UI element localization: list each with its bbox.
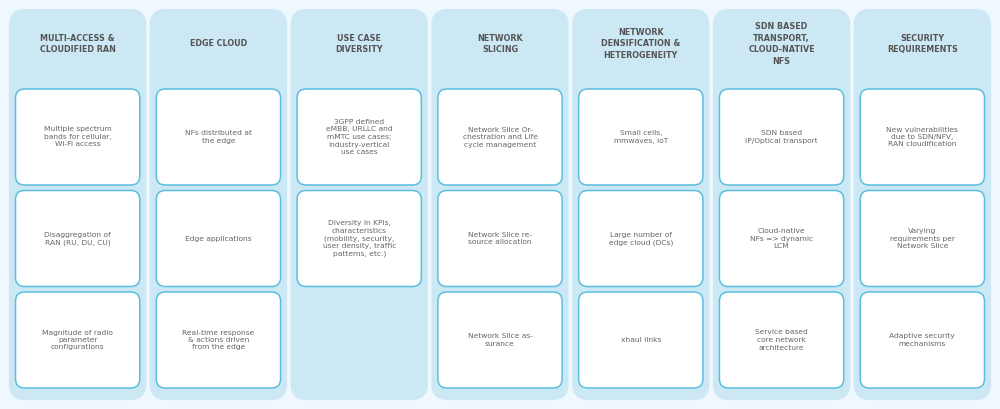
FancyBboxPatch shape (438, 89, 562, 185)
FancyBboxPatch shape (860, 89, 984, 185)
Text: Adaptive security
mechanisms: Adaptive security mechanisms (889, 333, 955, 347)
Text: Cloud-native
NFs => dynamic
LCM: Cloud-native NFs => dynamic LCM (750, 228, 813, 249)
FancyBboxPatch shape (16, 191, 140, 286)
FancyBboxPatch shape (16, 292, 140, 388)
FancyBboxPatch shape (156, 191, 281, 286)
Text: Small cells,
mmwaves, IoT: Small cells, mmwaves, IoT (614, 130, 668, 144)
Text: SECURITY
REQUIREMENTS: SECURITY REQUIREMENTS (887, 34, 958, 54)
Text: Real-time response
& actions driven
from the edge: Real-time response & actions driven from… (182, 330, 255, 351)
FancyBboxPatch shape (10, 10, 145, 399)
Text: Multiple spectrum
bands for cellular,
Wi-Fi access: Multiple spectrum bands for cellular, Wi… (44, 126, 112, 148)
Text: MULTI-ACCESS &
CLOUDIFIED RAN: MULTI-ACCESS & CLOUDIFIED RAN (40, 34, 116, 54)
FancyBboxPatch shape (292, 10, 427, 399)
Text: Diversity in KPIs,
characteristics
(mobility, security,
user density, traffic
pa: Diversity in KPIs, characteristics (mobi… (323, 220, 396, 257)
Text: Network Slice as-
surance: Network Slice as- surance (468, 333, 532, 347)
Text: EDGE CLOUD: EDGE CLOUD (190, 40, 247, 49)
Text: USE CASE
DIVERSITY: USE CASE DIVERSITY (335, 34, 383, 54)
Text: Network Slice re-
source allocation: Network Slice re- source allocation (468, 232, 532, 245)
FancyBboxPatch shape (719, 191, 844, 286)
Text: Large number of
edge cloud (DCs): Large number of edge cloud (DCs) (609, 231, 673, 245)
FancyBboxPatch shape (579, 292, 703, 388)
Text: New vulnerabilities
due to SDN/NFV,
RAN cloudification: New vulnerabilities due to SDN/NFV, RAN … (886, 126, 958, 148)
Text: NETWORK
SLICING: NETWORK SLICING (477, 34, 523, 54)
Text: xhaul links: xhaul links (621, 337, 661, 343)
Text: Edge applications: Edge applications (185, 236, 252, 241)
Text: SDN based
IP/Optical transport: SDN based IP/Optical transport (745, 130, 818, 144)
FancyBboxPatch shape (438, 191, 562, 286)
FancyBboxPatch shape (860, 292, 984, 388)
Text: 3GPP defined
eMBB, URLLC and
mMTC use cases;
industry-vertical
use cases: 3GPP defined eMBB, URLLC and mMTC use ca… (326, 119, 393, 155)
FancyBboxPatch shape (579, 89, 703, 185)
FancyBboxPatch shape (297, 191, 421, 286)
FancyBboxPatch shape (855, 10, 990, 399)
FancyBboxPatch shape (714, 10, 849, 399)
Text: Disaggregation of
RAN (RU, DU, CU): Disaggregation of RAN (RU, DU, CU) (44, 231, 111, 245)
FancyBboxPatch shape (719, 292, 844, 388)
Text: SDN BASED
TRANSPORT,
CLOUD-NATIVE
NFS: SDN BASED TRANSPORT, CLOUD-NATIVE NFS (748, 22, 815, 66)
FancyBboxPatch shape (151, 10, 286, 399)
FancyBboxPatch shape (16, 89, 140, 185)
FancyBboxPatch shape (573, 10, 708, 399)
Text: NETWORK
DENSIFICATION &
HETEROGENEITY: NETWORK DENSIFICATION & HETEROGENEITY (601, 28, 680, 60)
FancyBboxPatch shape (579, 191, 703, 286)
FancyBboxPatch shape (297, 89, 421, 185)
Text: Service based
core network
architecture: Service based core network architecture (755, 330, 808, 351)
FancyBboxPatch shape (719, 89, 844, 185)
FancyBboxPatch shape (156, 292, 281, 388)
FancyBboxPatch shape (432, 10, 568, 399)
Text: Varying
requirements per
Network Slice: Varying requirements per Network Slice (890, 228, 955, 249)
Text: Network Slice Or-
chestration and Life
cycle management: Network Slice Or- chestration and Life c… (463, 126, 537, 148)
FancyBboxPatch shape (860, 191, 984, 286)
Text: NFs distributed at
the edge: NFs distributed at the edge (185, 130, 252, 144)
FancyBboxPatch shape (156, 89, 281, 185)
FancyBboxPatch shape (438, 292, 562, 388)
Text: Magnitude of radio
parameter
configurations: Magnitude of radio parameter configurati… (42, 330, 113, 351)
